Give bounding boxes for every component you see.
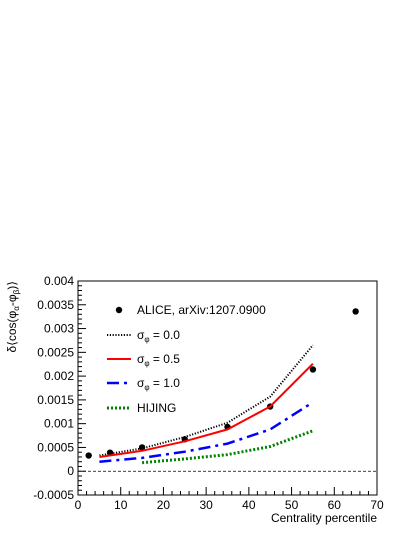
x-tick-label: 70	[370, 498, 384, 512]
y-tick-label: 0.0015	[37, 393, 74, 407]
x-tick-label: 30	[199, 498, 213, 512]
series-line-4	[141, 429, 314, 465]
series-line-1	[99, 344, 314, 457]
legend-label: σφ = 0.0	[137, 328, 180, 344]
x-tick-label: 50	[285, 498, 299, 512]
y-tick-label: 0.0035	[37, 298, 74, 312]
alice-data-point	[352, 308, 359, 315]
y-axis-label: δ⟨cos(φα-φβ)⟩	[5, 281, 21, 353]
y-tick-label: 0.003	[44, 322, 74, 336]
y-tick-label: 0.001	[44, 417, 74, 431]
legend-label: HIJING	[137, 401, 176, 415]
x-tick-label: 20	[157, 498, 171, 512]
alice-data-point	[85, 452, 92, 459]
x-tick-label: 60	[328, 498, 342, 512]
legend-label: ALICE, arXiv:1207.0900	[137, 303, 266, 317]
alice-data-point	[309, 366, 317, 373]
x-tick-label: 0	[75, 498, 82, 512]
legend: ALICE, arXiv:1207.0900 σφ = 0.0 σφ = 0.5 σφ…	[107, 303, 266, 415]
legend-marker-alice	[115, 306, 123, 314]
y-tick-label: 0	[67, 464, 74, 478]
axis-layer: 0 10 20 30 40 50 60 70-0.000500.00050.0010.0015…	[33, 274, 384, 512]
x-tick-label: 40	[242, 498, 256, 512]
x-tick-label: 10	[114, 498, 128, 512]
alice-data-point	[138, 444, 146, 451]
y-tick-label: -0.0005	[33, 488, 74, 502]
series-line-2	[99, 362, 314, 458]
legend-label: σφ = 1.0	[137, 376, 180, 392]
y-tick-label: 0.0005	[37, 440, 74, 454]
series-layer	[85, 308, 359, 465]
legend-label: σφ = 0.5	[137, 352, 180, 368]
x-axis-label: Centrality percentile	[271, 511, 377, 525]
y-tick-label: 0.004	[44, 274, 74, 288]
y-tick-label: 0.002	[44, 369, 74, 383]
series-line-3	[99, 401, 314, 463]
y-tick-label: 0.0025	[37, 345, 74, 359]
plot-frame	[77, 280, 378, 496]
